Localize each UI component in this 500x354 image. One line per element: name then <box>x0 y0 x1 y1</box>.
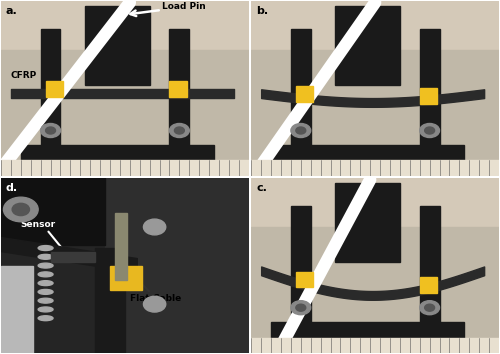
Circle shape <box>174 127 184 134</box>
Bar <box>251 50 499 176</box>
Circle shape <box>144 219 166 235</box>
Circle shape <box>46 127 56 134</box>
Bar <box>291 29 310 155</box>
Text: Load Pin: Load Pin <box>130 2 206 16</box>
Circle shape <box>144 296 166 312</box>
Bar <box>420 29 440 155</box>
Bar <box>1 1 249 50</box>
Bar <box>251 337 499 353</box>
Bar <box>1 178 105 245</box>
Bar <box>1 160 249 176</box>
Text: b.: b. <box>256 6 268 16</box>
Circle shape <box>4 197 38 222</box>
Bar <box>251 227 499 353</box>
Bar <box>296 272 313 287</box>
Bar <box>170 81 187 97</box>
Bar <box>1 266 33 353</box>
Circle shape <box>170 124 190 137</box>
Bar <box>85 6 150 85</box>
Text: a.: a. <box>6 6 18 16</box>
Bar <box>271 322 464 339</box>
Circle shape <box>424 127 434 134</box>
Bar <box>336 6 400 85</box>
Circle shape <box>291 301 310 315</box>
Text: BP
Sensor: BP Sensor <box>21 210 67 255</box>
Ellipse shape <box>38 298 53 303</box>
Ellipse shape <box>38 255 53 259</box>
Bar <box>251 1 499 50</box>
Circle shape <box>12 203 29 216</box>
Bar <box>251 160 499 176</box>
Bar <box>1 50 249 176</box>
Circle shape <box>40 124 60 137</box>
Ellipse shape <box>38 316 53 321</box>
Bar <box>21 144 214 162</box>
Bar <box>336 183 400 262</box>
Bar <box>296 86 313 102</box>
Ellipse shape <box>38 272 53 277</box>
Bar <box>291 206 310 332</box>
Circle shape <box>296 304 306 311</box>
Polygon shape <box>1 238 138 273</box>
Bar <box>40 29 60 155</box>
Text: CFRP: CFRP <box>11 71 37 80</box>
Circle shape <box>420 301 440 315</box>
Bar <box>46 81 63 97</box>
Bar <box>110 266 142 290</box>
Text: c.: c. <box>256 183 267 193</box>
Ellipse shape <box>38 263 53 268</box>
Circle shape <box>296 127 306 134</box>
Circle shape <box>424 304 434 311</box>
Bar <box>420 88 437 104</box>
Bar <box>420 206 440 332</box>
Ellipse shape <box>38 246 53 251</box>
Bar <box>115 213 128 280</box>
Bar <box>170 29 190 155</box>
Text: Flat Cable: Flat Cable <box>128 269 181 303</box>
Bar <box>420 277 437 293</box>
Circle shape <box>291 124 310 137</box>
Ellipse shape <box>38 307 53 312</box>
Bar <box>95 248 125 353</box>
Bar <box>271 144 464 162</box>
Ellipse shape <box>38 281 53 286</box>
Bar <box>50 252 95 262</box>
Bar <box>105 178 249 353</box>
Circle shape <box>420 124 440 137</box>
Text: d.: d. <box>6 183 18 193</box>
Bar <box>251 178 499 227</box>
Ellipse shape <box>38 290 53 295</box>
